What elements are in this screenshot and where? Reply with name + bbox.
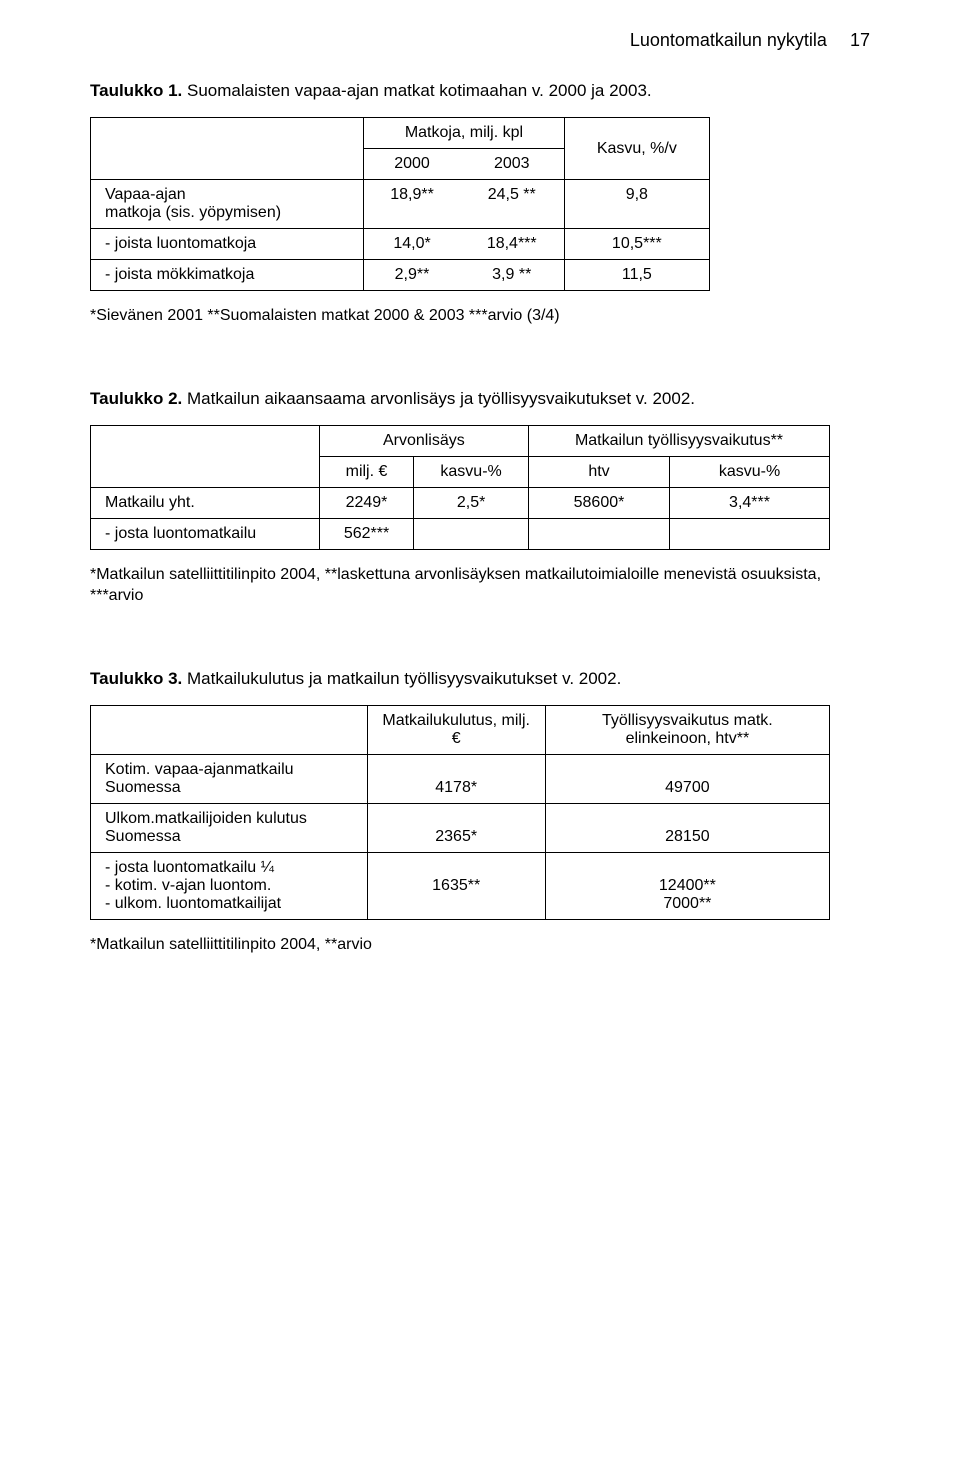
table-cell: 2249*: [319, 487, 413, 518]
table-cell: - josta luontomatkailu ¼ - kotim. v-ajan…: [91, 852, 368, 919]
table1-footnote: *Sievänen 2001 **Suomalaisten matkat 200…: [90, 305, 870, 327]
table3-caption-rest: Matkailukulutus ja matkailun työllisyysv…: [182, 669, 621, 688]
table-cell: 1635**: [367, 852, 545, 919]
table2: Arvonlisäys Matkailun työllisyysvaikutus…: [90, 425, 830, 550]
table2-caption-bold: Taulukko 2.: [90, 389, 182, 408]
table-cell: 12400** 7000**: [545, 852, 829, 919]
table-cell: 18,4***: [460, 229, 564, 260]
table-cell: [414, 518, 529, 549]
table1-caption: Taulukko 1. Suomalaisten vapaa-ajan matk…: [90, 81, 870, 101]
running-header: Luontomatkailun nykytila 17: [90, 30, 870, 51]
table2-caption-rest: Matkailun aikaansaama arvonlisäys ja työ…: [182, 389, 695, 408]
table2-arvo-header: Arvonlisäys: [319, 425, 528, 456]
table-cell: 9,8: [564, 180, 709, 229]
table-cell: Vapaa-ajan matkoja (sis. yöpymisen): [91, 180, 364, 229]
table-cell: 2365*: [367, 803, 545, 852]
table1-caption-rest: Suomalaisten vapaa-ajan matkat kotimaaha…: [182, 81, 651, 100]
page: Luontomatkailun nykytila 17 Taulukko 1. …: [0, 0, 960, 1460]
table2-sub-htv: htv: [528, 456, 669, 487]
table2-sub-milj: milj. €: [319, 456, 413, 487]
table-cell: - joista luontomatkoja: [91, 229, 364, 260]
table-cell: 2,9**: [364, 260, 460, 291]
table1-blank-header: [91, 118, 364, 149]
table-cell: 28150: [545, 803, 829, 852]
table-cell: [528, 518, 669, 549]
table3-footnote: *Matkailun satelliittitilinpito 2004, **…: [90, 934, 870, 956]
table-cell: 4178*: [367, 754, 545, 803]
table1-kasvu-header: Kasvu, %/v: [564, 118, 709, 180]
page-number: 17: [850, 30, 870, 50]
table3-caption: Taulukko 3. Matkailukulutus ja matkailun…: [90, 669, 870, 689]
table1: Matkoja, milj. kpl Kasvu, %/v 2000 2003 …: [90, 117, 710, 291]
table3: Matkailukulutus, milj. € Työllisyysvaiku…: [90, 705, 830, 920]
table-cell: Kotim. vapaa-ajanmatkailu Suomessa: [91, 754, 368, 803]
table1-caption-bold: Taulukko 1.: [90, 81, 182, 100]
table2-footnote: *Matkailun satelliittitilinpito 2004, **…: [90, 564, 870, 607]
table1-year-a: 2000: [364, 149, 460, 180]
running-title: Luontomatkailun nykytila: [630, 30, 827, 50]
table3-blank: [91, 705, 368, 754]
table3-col2-header: Matkailukulutus, milj. €: [367, 705, 545, 754]
table2-sub-kasvu2: kasvu-%: [670, 456, 830, 487]
table-cell: 14,0*: [364, 229, 460, 260]
table-cell: Ulkom.matkailijoiden kulutus Suomessa: [91, 803, 368, 852]
table-cell: 24,5 **: [460, 180, 564, 229]
table-cell: Matkailu yht.: [91, 487, 320, 518]
table2-tyo-header: Matkailun työllisyysvaikutus**: [528, 425, 829, 456]
table-cell: 3,4***: [670, 487, 830, 518]
table-cell: 11,5: [564, 260, 709, 291]
table-cell: 10,5***: [564, 229, 709, 260]
table-cell: 58600*: [528, 487, 669, 518]
table1-group-header: Matkoja, milj. kpl: [364, 118, 564, 149]
table-cell: - josta luontomatkailu: [91, 518, 320, 549]
table-cell: 562***: [319, 518, 413, 549]
table1-year-b: 2003: [460, 149, 564, 180]
table-cell: 18,9**: [364, 180, 460, 229]
table3-col3-header: Työllisyysvaikutus matk. elinkeinoon, ht…: [545, 705, 829, 754]
table-cell: 49700: [545, 754, 829, 803]
table3-caption-bold: Taulukko 3.: [90, 669, 182, 688]
table2-caption: Taulukko 2. Matkailun aikaansaama arvonl…: [90, 389, 870, 409]
table2-blank: [91, 425, 320, 456]
table-cell: 2,5*: [414, 487, 529, 518]
table-cell: 3,9 **: [460, 260, 564, 291]
table2-sub-kasvu1: kasvu-%: [414, 456, 529, 487]
table1-blank-header2: [91, 149, 364, 180]
table2-blank2: [91, 456, 320, 487]
table-cell: - joista mökkimatkoja: [91, 260, 364, 291]
table-cell: [670, 518, 830, 549]
